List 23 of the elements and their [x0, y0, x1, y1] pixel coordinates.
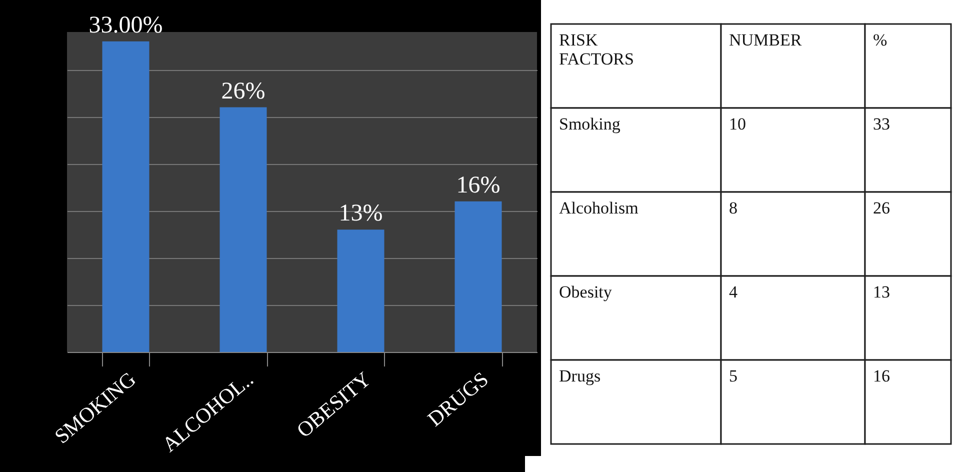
text: Alcoholism	[559, 198, 638, 218]
bar	[454, 201, 502, 352]
bar	[220, 107, 267, 352]
text: RISK FACTORS	[559, 30, 634, 68]
data-label: 33.00%	[88, 12, 163, 38]
text: Drugs	[559, 366, 601, 386]
data-label: 26%	[221, 78, 266, 104]
text: NUMBER	[729, 30, 802, 50]
text: 10	[729, 114, 746, 134]
text: 13	[873, 282, 890, 302]
text: Obesity	[559, 282, 612, 302]
text: 33	[873, 114, 890, 134]
text: 5	[729, 366, 738, 386]
data-label: 13%	[338, 200, 383, 227]
text: 8	[729, 198, 738, 218]
text: %	[873, 30, 888, 50]
text: 16	[873, 366, 890, 386]
text: 4	[729, 282, 738, 302]
text: 26	[873, 198, 890, 218]
data-label: 16%	[456, 172, 500, 198]
text: Smoking	[559, 114, 621, 134]
bar	[337, 230, 384, 352]
bar	[102, 41, 150, 352]
